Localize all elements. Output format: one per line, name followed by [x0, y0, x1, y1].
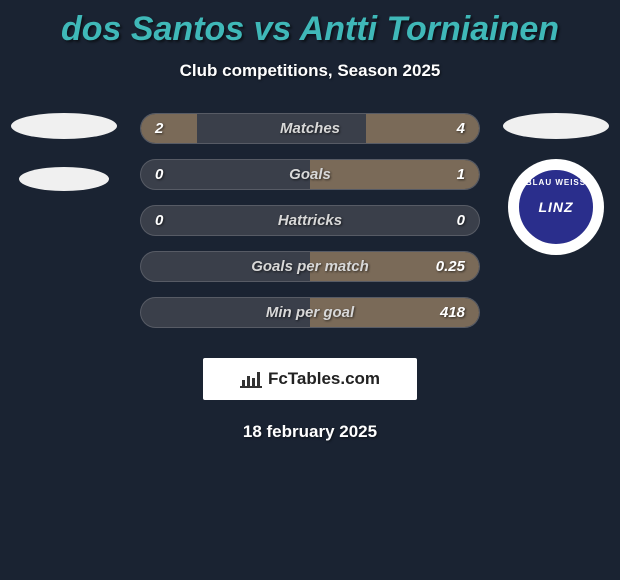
stat-label: Matches [280, 120, 340, 137]
player-left-avatar [11, 113, 117, 139]
stat-bar-left [141, 114, 197, 143]
stat-row: 0 Goals 1 [140, 159, 480, 190]
stat-row: 2 Matches 4 [140, 113, 480, 144]
player-left-column [8, 113, 120, 191]
stat-label: Hattricks [278, 212, 342, 229]
brand-label: FcTables.com [268, 369, 380, 389]
stat-bar-right [310, 160, 479, 189]
stat-value-right: 418 [440, 304, 465, 321]
stat-value-right: 1 [457, 166, 465, 183]
badge-top-text: BLAU WEISS [526, 178, 586, 187]
stat-value-right: 0.25 [436, 258, 465, 275]
stat-value-left: 0 [155, 166, 163, 183]
player-right-column: BLAU WEISS LINZ [500, 113, 612, 255]
stat-row: Min per goal 418 [140, 297, 480, 328]
brand-chart-icon [240, 370, 262, 388]
comparison-card: dos Santos vs Antti Torniainen Club comp… [0, 0, 620, 442]
stat-row: Goals per match 0.25 [140, 251, 480, 282]
player-right-club-logo: BLAU WEISS LINZ [508, 159, 604, 255]
brand-banner[interactable]: FcTables.com [203, 358, 417, 400]
club-badge-inner: BLAU WEISS LINZ [517, 168, 595, 246]
content-row: 2 Matches 4 0 Goals 1 0 Hattricks 0 Goals per mat… [0, 113, 620, 328]
stat-value-right: 4 [457, 120, 465, 137]
stat-value-left: 2 [155, 120, 163, 137]
badge-main-text: LINZ [538, 199, 573, 215]
stat-value-left: 0 [155, 212, 163, 229]
stat-value-right: 0 [457, 212, 465, 229]
date-label: 18 february 2025 [0, 422, 620, 442]
stat-label: Goals [289, 166, 331, 183]
stat-row: 0 Hattricks 0 [140, 205, 480, 236]
stats-column: 2 Matches 4 0 Goals 1 0 Hattricks 0 Goals per mat… [120, 113, 500, 328]
page-title: dos Santos vs Antti Torniainen [0, 10, 620, 49]
player-left-club-logo [19, 167, 109, 191]
stat-label: Min per goal [266, 304, 354, 321]
player-right-avatar [503, 113, 609, 139]
page-subtitle: Club competitions, Season 2025 [0, 61, 620, 81]
stat-label: Goals per match [251, 258, 369, 275]
